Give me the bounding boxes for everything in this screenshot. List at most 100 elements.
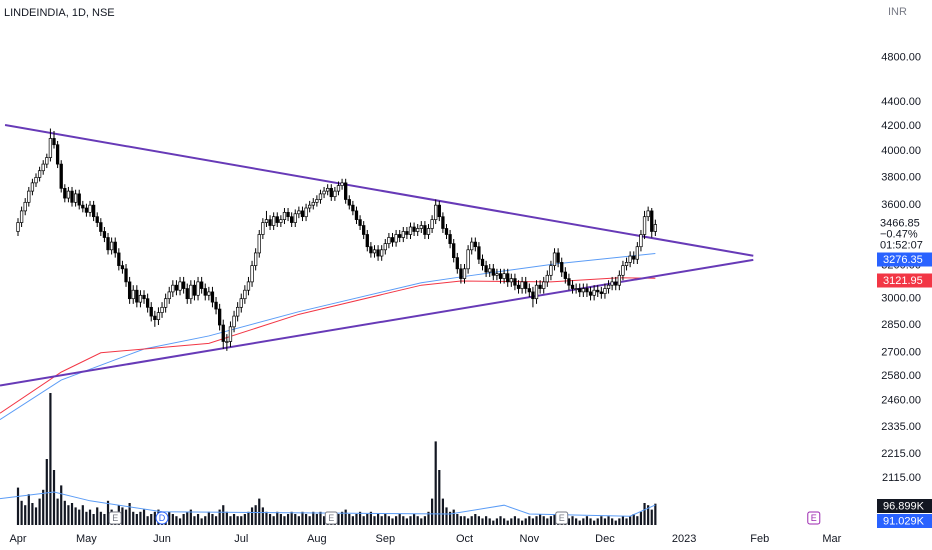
x-tick-label: Apr [9,533,26,545]
candle-body [455,257,459,270]
volume-bar [351,516,354,525]
candle-body [477,246,481,260]
volume-bar [297,516,300,525]
volume-bar [553,514,556,525]
candle-body [574,288,578,290]
candle-body [596,289,600,293]
candle-body [88,204,92,213]
volume-bar [67,505,70,525]
candle-body [257,234,261,254]
last-price: 3466.85 [880,217,920,229]
volume-bar [283,516,286,525]
candle-body [293,213,297,223]
candle-body [250,265,254,283]
candle-body [210,291,215,303]
candle-body [635,246,639,260]
volume-bar [20,500,23,525]
candle-body [606,284,611,289]
candle-body [617,274,621,286]
volume-bar [121,507,124,525]
candle-body [419,225,423,229]
volume-bar [175,516,178,525]
volume-bar [387,516,390,525]
event-marker [555,511,569,525]
candle-body [203,288,207,296]
volume-bar [535,516,538,525]
volume-bar [542,516,545,525]
volume-bar [276,511,279,525]
candle-body [498,273,503,279]
volume-bar [344,509,347,525]
volume-bar [438,470,441,525]
candle-body [534,284,539,300]
volume-bar [358,511,362,525]
y-tick-label: 4000.00 [881,145,921,157]
volume-bar [412,514,416,525]
candle-body [520,281,524,289]
volume-bar [304,514,308,525]
ma-price: 3276.35 [883,254,923,266]
volume-bar [229,516,232,525]
volume-bar [629,516,632,525]
candle-body [444,228,449,235]
x-tick-label: May [76,533,97,545]
candle-body [369,246,373,254]
volume-bar [279,514,282,525]
volume-bar [103,514,106,525]
event-marker [807,511,821,525]
volume-bar [582,518,585,525]
candle-body [383,243,387,251]
candle-body [55,144,60,165]
volume-bar [513,516,517,525]
x-tick-label: Mar [822,533,841,545]
candle-body [408,226,413,235]
candle-body [127,281,132,300]
candle-body [171,284,175,293]
candle-body [192,284,197,296]
candle-body [297,210,301,215]
candle-body [300,210,305,218]
candle-body [315,199,319,203]
candle-body [160,306,164,313]
candle-body [549,265,553,276]
x-tick-label: Dec [595,533,615,545]
volume-bar [528,516,531,525]
x-tick-label: 2023 [672,533,696,545]
volume-bar [600,516,603,525]
event-marker [108,511,122,525]
candle-body [603,288,607,294]
candle-body [380,249,384,257]
volume-bar [423,516,426,525]
volume-bar [441,498,445,525]
volume-bar [92,514,95,525]
volume-bar [632,514,635,525]
candle-body [149,306,153,317]
currency: INR [888,6,907,18]
candle-body [326,187,330,192]
candle-body [308,204,312,209]
candle-body [473,241,477,248]
candle-body [362,225,366,235]
x-tick-label: Aug [307,533,327,545]
volume-bar [214,516,218,525]
volume-bar [596,518,599,525]
candle-body [588,291,593,296]
volume-bar [470,516,473,525]
candle-body [84,207,89,213]
candle-body [264,219,269,223]
y-tick-label: 3000.00 [881,293,921,305]
candle-body [261,222,265,235]
volume-bar [132,511,135,525]
candle-body [329,187,333,198]
candle-body [365,234,369,248]
volume-bar [31,503,34,525]
candle-body [585,288,589,293]
candle-body [642,216,647,235]
candle-body [311,201,315,206]
candle-body [77,193,81,206]
volume-bar [124,509,128,525]
volume-bar [56,498,59,525]
candle-body [401,231,405,238]
candle-body [185,288,189,300]
